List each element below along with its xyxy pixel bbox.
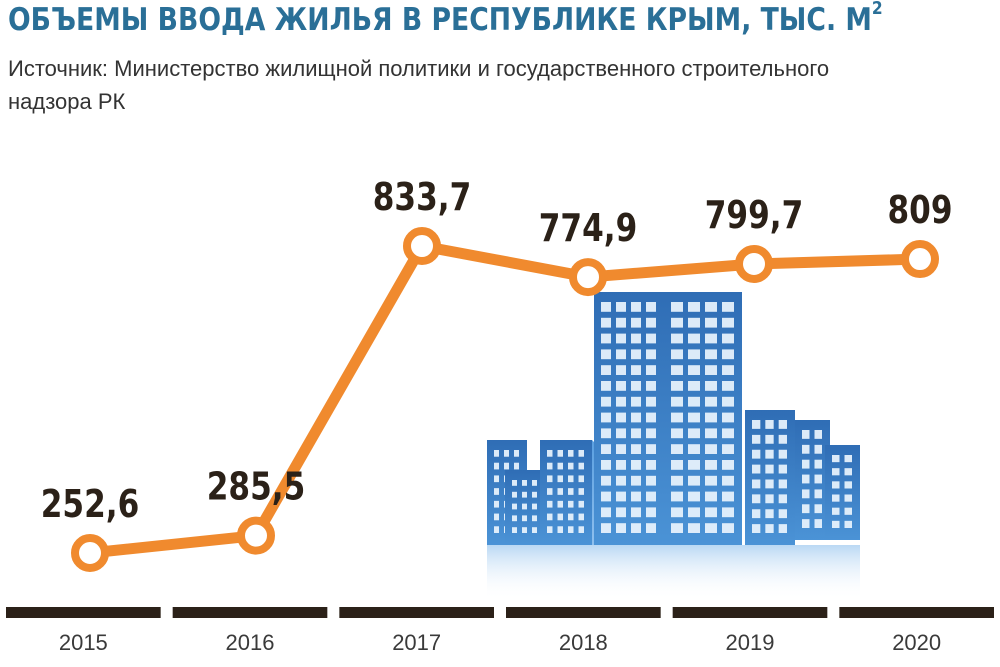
x-tick-label: 2018 xyxy=(559,630,608,655)
x-axis-bar xyxy=(339,607,494,618)
x-axis-bar xyxy=(839,607,994,618)
building-tower-main-side xyxy=(664,292,742,545)
x-axis-bar xyxy=(172,607,328,618)
chart-title-superscript: 2 xyxy=(871,0,883,19)
x-tick-label: 2017 xyxy=(392,630,441,655)
building-tower-right xyxy=(745,410,795,545)
data-point-marker xyxy=(901,240,939,279)
data-label: 285,5 xyxy=(207,466,306,510)
series-line xyxy=(89,240,921,559)
data-label: 833,7 xyxy=(373,176,472,220)
building-tower-far-right xyxy=(825,445,860,540)
plot-area: 252,6 285,5 833,7 774,9 799,7 809 xyxy=(41,176,953,572)
x-axis-bar xyxy=(6,607,161,618)
building-tower-right-2 xyxy=(795,420,830,540)
x-axis-bar xyxy=(672,607,828,618)
data-label: 774,9 xyxy=(539,207,638,251)
building-tower-mid-left xyxy=(540,440,602,545)
x-tick-label: 2019 xyxy=(726,630,775,655)
data-label: 799,7 xyxy=(705,194,804,238)
data-point-marker xyxy=(569,258,607,297)
data-point-marker xyxy=(403,227,441,265)
x-axis: 2015 2016 2017 2018 2019 2020 xyxy=(6,607,994,655)
chart-title: ОБЪЕМЫ ВВОДА ЖИЛЬЯ В РЕСПУБЛИКЕ КРЫМ, ТЫ… xyxy=(8,0,883,38)
building-tower-main-front xyxy=(594,292,664,545)
data-point-marker xyxy=(237,516,275,555)
data-point-marker xyxy=(735,244,773,283)
building-illustration xyxy=(487,292,860,600)
data-label: 252,6 xyxy=(41,483,140,527)
building-reflection xyxy=(487,545,860,600)
data-point-marker xyxy=(71,534,109,572)
x-tick-label: 2016 xyxy=(226,630,275,655)
data-label: 809 xyxy=(887,189,952,233)
x-axis-bar xyxy=(506,607,661,618)
chart-title-text: ОБЪЕМЫ ВВОДА ЖИЛЬЯ В РЕСПУБЛИКЕ КРЫМ, ТЫ… xyxy=(8,2,872,38)
chart-source: Источник: Министерство жилищной политики… xyxy=(8,56,830,114)
x-tick-label: 2020 xyxy=(892,630,941,655)
x-tick-label: 2015 xyxy=(59,630,108,655)
